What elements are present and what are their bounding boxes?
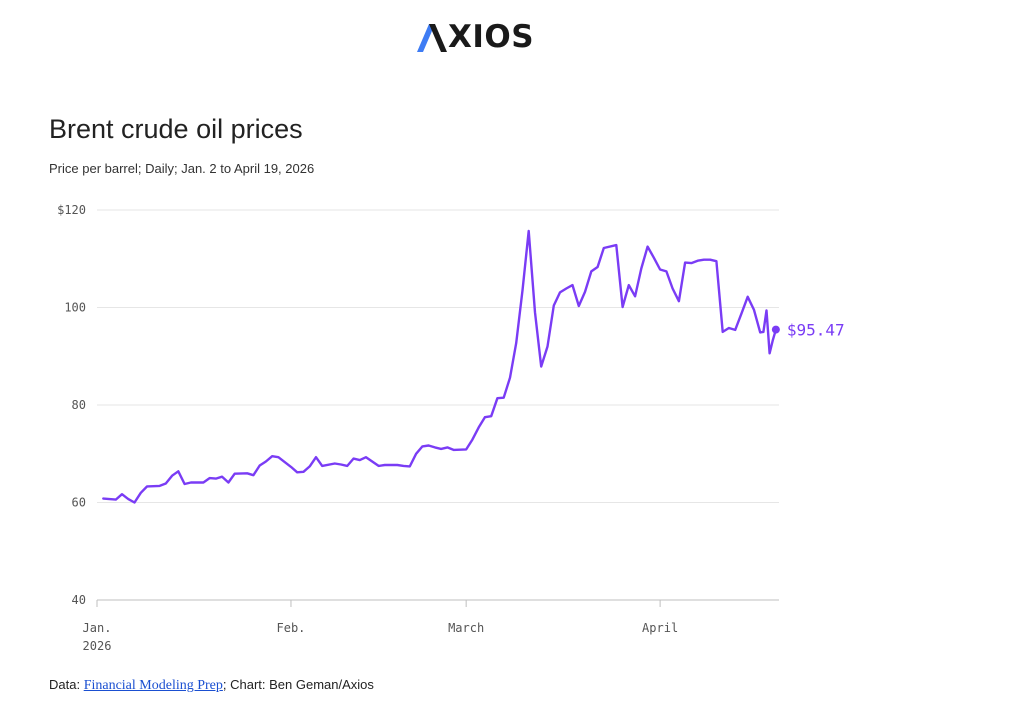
chart-title: Brent crude oil prices (49, 114, 303, 144)
logo-text: XIOS (448, 19, 535, 55)
chart-subtitle: Price per barrel; Daily; Jan. 2 to April… (49, 161, 315, 176)
footer-prefix: Data: (49, 677, 84, 692)
y-tick-label: $120 (57, 203, 86, 217)
end-point-marker (771, 325, 780, 334)
price-line (102, 229, 778, 504)
footer-suffix: ; Chart: Ben Geman/Axios (222, 677, 374, 692)
source-link[interactable]: Financial Modeling Prep (83, 678, 223, 693)
x-tick-label: April (642, 621, 678, 635)
y-tick-label: 80 (72, 398, 86, 412)
axios-logo: XIOS (417, 20, 534, 54)
x-tick-label: Feb. (277, 621, 306, 635)
y-tick-label: 100 (64, 301, 86, 315)
axios-a-mark (417, 24, 447, 52)
y-tick-label: 60 (72, 496, 86, 510)
x-tick-sublabel: 2026 (83, 639, 112, 653)
end-value-label: $95.47 (787, 321, 845, 340)
y-tick-label: 40 (72, 593, 86, 607)
x-tick-label: Jan. (83, 621, 112, 635)
line-chart: $120 100 80 60 40 Jan. 2026 Feb. March April $95.4… (57, 203, 845, 653)
chart-footer: Data: Financial Modeling Prep; Chart: Be… (49, 677, 374, 694)
x-tick-label: March (448, 621, 484, 635)
